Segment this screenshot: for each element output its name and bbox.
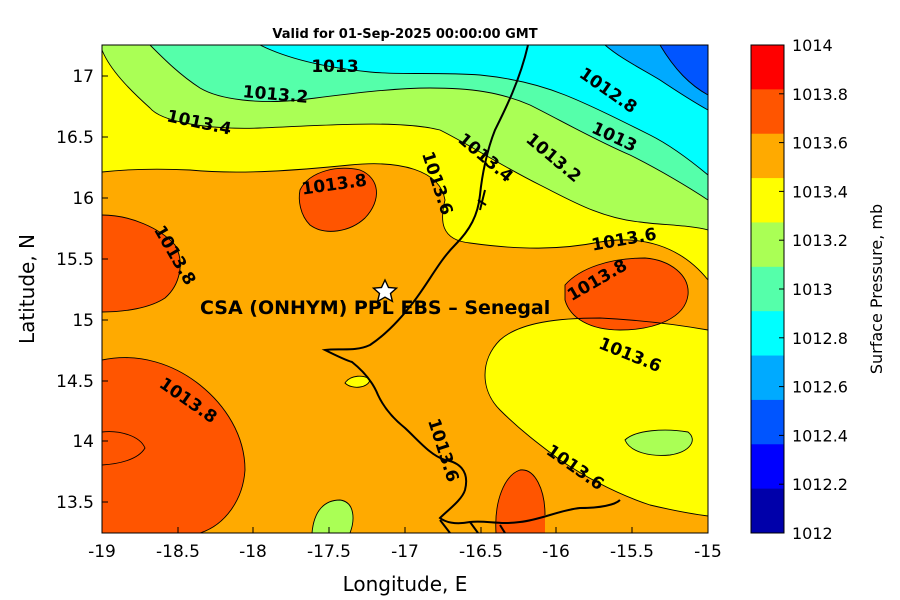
colorbar-tick-label: 1013.8 xyxy=(792,85,848,104)
colorbar-tick-label: 1012.4 xyxy=(792,426,848,445)
y-tick-label: 14 xyxy=(72,432,94,452)
y-tick-label: 15.5 xyxy=(56,250,94,270)
colorbar-segment xyxy=(751,222,784,268)
site-label: CSA (ONHYM) PPL EBS – Senegal xyxy=(200,297,550,319)
fill-1013-8-southwest xyxy=(102,357,245,533)
colorbar-tick-label: 1012.6 xyxy=(792,378,848,397)
x-tick-label: -17 xyxy=(391,542,419,562)
y-tick-label: 16 xyxy=(72,189,94,209)
fill-1013-2-east xyxy=(625,430,693,456)
x-tick-label: -17.5 xyxy=(307,542,351,562)
fill-1013-8-west xyxy=(102,215,181,312)
y-axis: 17 16.5 16 15.5 15 14.5 14 13.5 xyxy=(56,67,108,513)
x-tick-label: -16.5 xyxy=(459,542,503,562)
colorbar-segment xyxy=(751,178,784,223)
fill-1012-8 xyxy=(260,45,708,175)
x-tick-label: -15 xyxy=(694,542,722,562)
colorbar-segment xyxy=(751,311,784,357)
map-title: Valid for 01-Sep-2025 00:00:00 GMT xyxy=(272,27,537,42)
colorbar-tick-label: 1013.2 xyxy=(792,231,848,250)
colorbar-segment xyxy=(751,355,784,401)
colorbar-tick-label: 1012 xyxy=(792,524,833,543)
colorbar-tick-label: 1013 xyxy=(792,280,833,299)
fill-1013-8-center xyxy=(299,168,377,232)
colorbar-segment xyxy=(751,45,784,90)
x-tick-label: -16 xyxy=(542,542,570,562)
colorbar-segment xyxy=(751,399,784,445)
fill-1012-4 xyxy=(660,45,708,95)
contour-map xyxy=(102,45,708,533)
x-tick-label: -18 xyxy=(239,542,267,562)
colorbar-segment xyxy=(751,488,784,534)
coastline xyxy=(321,45,621,533)
colorbar-segment xyxy=(751,133,784,179)
y-axis-label: Latitude, N xyxy=(15,234,39,344)
fill-1013-8-south xyxy=(495,469,545,533)
y-tick-label: 17 xyxy=(72,67,94,87)
colorbar-segment xyxy=(751,89,784,135)
colorbar-segment xyxy=(751,266,784,312)
colorbar-tick-label: 1013.4 xyxy=(792,182,848,201)
colorbar-segment xyxy=(751,444,784,490)
y-tick-label: 15 xyxy=(72,311,94,331)
colorbar: 1014 1013.8 1013.6 1013.4 1013.2 1013 1012.8 10… xyxy=(750,36,848,543)
x-tick-label: -15.5 xyxy=(610,542,654,562)
y-tick-label: 16.5 xyxy=(56,128,94,148)
x-tick-label: -18.5 xyxy=(156,542,200,562)
contour-label: 1013 xyxy=(311,57,358,77)
fill-1013-2-southwest xyxy=(312,500,353,533)
x-axis-label: Longitude, E xyxy=(343,572,468,596)
x-axis: -19 -18.5 -18 -17.5 -17 -16.5 -16 -15.5 … xyxy=(88,527,722,562)
y-tick-label: 14.5 xyxy=(56,372,94,392)
colorbar-label: Surface Pressure, mb xyxy=(867,204,886,374)
fill-1013-8-east xyxy=(565,258,689,330)
x-tick-label: -19 xyxy=(88,542,116,562)
contour-lines xyxy=(102,45,708,533)
fill-1013-4-small xyxy=(345,376,370,388)
colorbar-tick-label: 1012.2 xyxy=(792,475,848,494)
colorbar-tick-label: 1012.8 xyxy=(792,329,848,348)
fill-1013-4-southeast xyxy=(485,318,708,516)
site-star-icon xyxy=(371,278,399,303)
colorbar-tick-label: 1013.6 xyxy=(792,134,848,153)
colorbar-tick-label: 1014 xyxy=(792,36,833,55)
y-tick-label: 13.5 xyxy=(56,493,94,513)
